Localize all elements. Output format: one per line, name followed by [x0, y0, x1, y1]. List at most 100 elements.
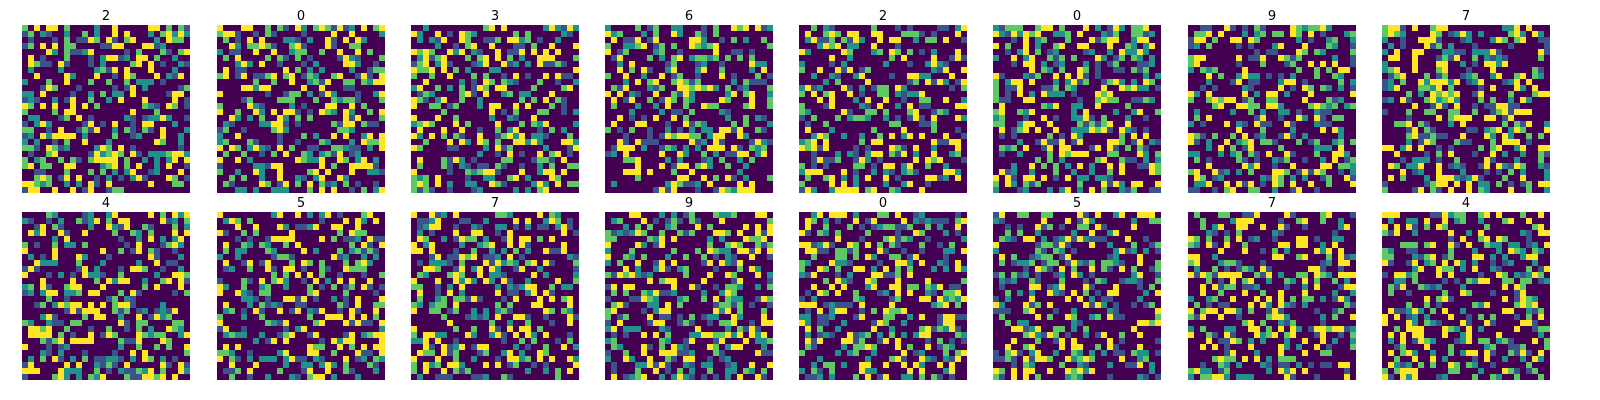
heatmap-cell	[817, 115, 824, 122]
heatmap-cell	[82, 55, 89, 62]
heatmap-cell	[737, 109, 744, 116]
heatmap-cell	[817, 121, 824, 128]
heatmap-cell	[319, 43, 326, 50]
heatmap-cell	[1083, 163, 1090, 170]
heatmap-cell	[823, 127, 830, 134]
heatmap-cell	[1149, 37, 1156, 44]
heatmap-cell	[495, 31, 502, 38]
heatmap-cell	[64, 109, 71, 116]
heatmap-cell	[605, 91, 612, 98]
heatmap-cell	[865, 181, 872, 188]
heatmap-cell	[513, 67, 520, 74]
heatmap-cell	[82, 139, 89, 146]
heatmap-cell	[671, 121, 678, 128]
heatmap-cell	[543, 61, 550, 68]
heatmap-cell	[471, 67, 478, 74]
heatmap-cell	[931, 175, 938, 182]
heatmap-cell	[1272, 37, 1279, 44]
heatmap-cell	[555, 181, 562, 188]
heatmap-cell	[677, 145, 684, 152]
heatmap-cell	[148, 43, 155, 50]
heatmap-cell	[1029, 43, 1036, 50]
heatmap-cell	[217, 115, 224, 122]
heatmap-cell	[471, 139, 478, 146]
heatmap-cell	[719, 103, 726, 110]
heatmap-cell	[154, 109, 161, 116]
heatmap-cell	[471, 61, 478, 68]
heatmap-cell	[124, 43, 131, 50]
heatmap-cell	[1047, 115, 1054, 122]
heatmap-cell	[142, 31, 149, 38]
heatmap-cell	[373, 61, 380, 68]
heatmap-cell	[507, 181, 514, 188]
panel-title: 0	[1073, 9, 1081, 24]
heatmap-cell	[477, 169, 484, 176]
heatmap-cell	[477, 25, 484, 32]
heatmap-cell	[429, 43, 436, 50]
heatmap-cell	[755, 55, 762, 62]
heatmap-cell	[184, 67, 191, 74]
heatmap-cell	[1101, 85, 1108, 92]
heatmap-cell	[379, 139, 386, 146]
heatmap-cell	[549, 85, 556, 92]
heatmap-cell	[743, 67, 750, 74]
heatmap-cell	[1041, 121, 1048, 128]
heatmap-cell	[671, 85, 678, 92]
heatmap-cell	[325, 127, 332, 134]
heatmap-cell	[817, 25, 824, 32]
heatmap-cell	[235, 61, 242, 68]
heatmap-cell	[283, 91, 290, 98]
heatmap-cell	[537, 55, 544, 62]
heatmap-cell	[148, 79, 155, 86]
heatmap-cell	[949, 73, 956, 80]
heatmap-cell	[1059, 109, 1066, 116]
heatmap-cell	[1350, 73, 1357, 80]
heatmap-cell	[367, 181, 374, 188]
heatmap-cell	[641, 103, 648, 110]
heatmap-cell	[943, 151, 950, 158]
heatmap-cell	[178, 61, 185, 68]
heatmap-cell	[743, 127, 750, 134]
heatmap-cell	[379, 127, 386, 134]
heatmap-cell	[477, 151, 484, 158]
heatmap-cell	[247, 175, 254, 182]
heatmap-cell	[1155, 91, 1162, 98]
heatmap-cell	[1149, 139, 1156, 146]
heatmap-cell	[447, 91, 454, 98]
heatmap-cell	[901, 133, 908, 140]
heatmap-cell	[955, 109, 962, 116]
heatmap-cell	[52, 109, 59, 116]
heatmap-cell	[617, 61, 624, 68]
heatmap-cell	[313, 43, 320, 50]
heatmap-cell	[1119, 115, 1126, 122]
heatmap-cell	[519, 31, 526, 38]
heatmap-cell	[1017, 181, 1024, 188]
heatmap-cell	[307, 145, 314, 152]
heatmap-cell	[331, 67, 338, 74]
heatmap-cell	[1125, 139, 1132, 146]
heatmap-cell	[659, 79, 666, 86]
heatmap-cell	[647, 61, 654, 68]
heatmap-cell	[531, 133, 538, 140]
heatmap-cell	[519, 37, 526, 44]
heatmap-cell	[725, 85, 732, 92]
heatmap-cell	[361, 139, 368, 146]
heatmap-cell	[301, 181, 308, 188]
heatmap-cell	[160, 151, 167, 158]
heatmap-cell	[1314, 73, 1321, 80]
heatmap-cell	[477, 139, 484, 146]
heatmap-cell	[1119, 133, 1126, 140]
heatmap-cell	[307, 85, 314, 92]
heatmap-cell	[319, 151, 326, 158]
heatmap-cell	[1035, 55, 1042, 62]
panel-title: 9	[1268, 9, 1276, 24]
heatmap-cell	[567, 163, 574, 170]
heatmap-cell	[229, 163, 236, 170]
heatmap-cell	[659, 145, 666, 152]
heatmap-cell	[136, 127, 143, 134]
heatmap-cell	[1083, 127, 1090, 134]
heatmap-cell	[755, 157, 762, 164]
heatmap-cell	[112, 187, 119, 194]
heatmap-cell	[465, 73, 472, 80]
heatmap-cell	[112, 73, 119, 80]
